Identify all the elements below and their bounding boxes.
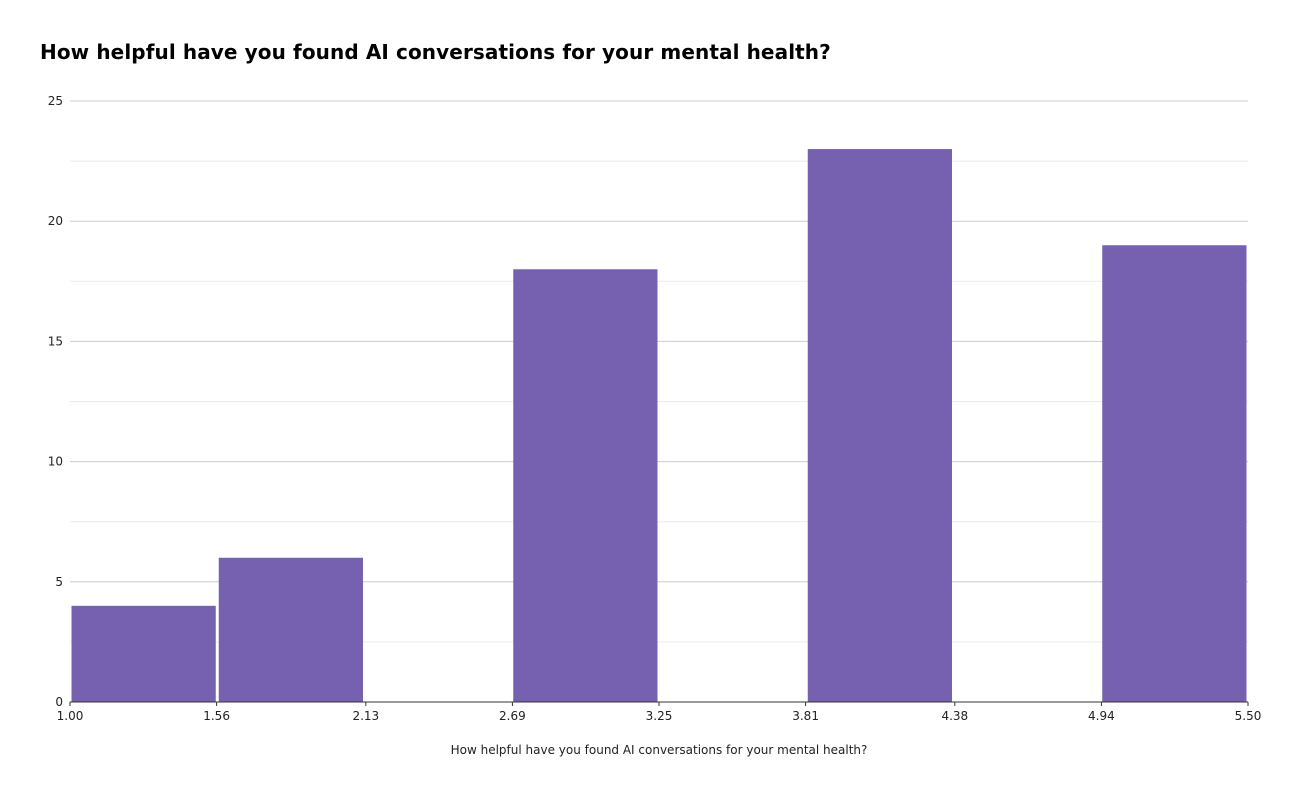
y-tick-label: 5 (55, 575, 63, 589)
y-tick-label: 0 (55, 695, 63, 709)
y-tick-label: 25 (48, 94, 63, 108)
x-tick-label: 1.00 (57, 709, 84, 723)
x-tick-label: 5.50 (1235, 709, 1262, 723)
x-tick-label: 3.25 (646, 709, 673, 723)
histogram-bar (71, 605, 216, 702)
grid-lines (70, 100, 1248, 643)
histogram-bar (218, 557, 363, 702)
chart-title: How helpful have you found AI conversati… (40, 40, 831, 64)
x-tick-label: 3.81 (792, 709, 819, 723)
histogram-bar (513, 269, 658, 702)
x-tick-label: 4.38 (941, 709, 968, 723)
bars (71, 149, 1247, 703)
histogram-bar (1102, 245, 1247, 703)
histogram-bar (807, 149, 952, 702)
y-tick-label: 20 (48, 214, 63, 228)
axes (69, 701, 1249, 706)
x-tick-label: 2.13 (352, 709, 379, 723)
tick-labels: 0 5 10 15 20 25 1.00 1.56 2.13 2.69 3.25 3.81 4.38 4.… (48, 94, 1262, 723)
x-tick-label: 4.94 (1088, 709, 1115, 723)
x-axis-title: How helpful have you found AI conversati… (451, 743, 868, 757)
x-tick-label: 2.69 (499, 709, 526, 723)
y-tick-label: 10 (48, 455, 63, 469)
x-tick-label: 1.56 (203, 709, 230, 723)
y-tick-label: 15 (48, 334, 63, 348)
